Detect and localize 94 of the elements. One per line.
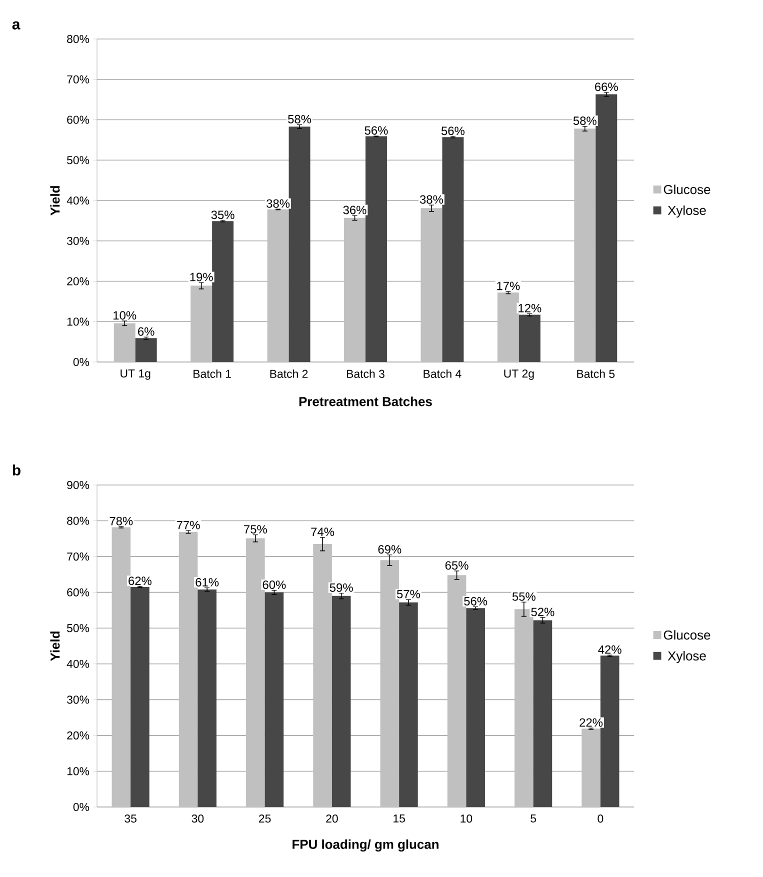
y-tick-label: 0% <box>73 802 90 812</box>
x-tick-label: 35 <box>124 814 136 823</box>
y-tick-label: 60% <box>67 588 90 596</box>
x-tick-label: Batch 2 <box>270 370 308 378</box>
y-tick-label: 80% <box>67 516 90 525</box>
data-label: 56% <box>464 596 488 606</box>
y-tick-label: 10% <box>67 318 90 326</box>
x-tick-label: Batch 1 <box>194 370 231 378</box>
bar <box>344 218 366 362</box>
data-label: 6% <box>138 327 154 336</box>
data-label: 69% <box>378 545 402 554</box>
data-label: 61% <box>196 578 219 586</box>
y-tick-label: 70% <box>67 75 90 84</box>
data-label: 65% <box>445 561 468 570</box>
x-tick-label: 5 <box>530 814 536 822</box>
data-label: 59% <box>330 583 353 592</box>
data-label: 75% <box>244 525 267 534</box>
data-label: 78% <box>110 516 133 526</box>
x-tick-label: UT 2g <box>504 370 534 380</box>
y-tick-label: 90% <box>67 480 90 490</box>
data-label: 56% <box>441 126 464 136</box>
y-tick-label: 30% <box>67 696 90 704</box>
bar <box>366 136 387 362</box>
bar <box>442 137 464 362</box>
data-label: 17% <box>497 282 520 290</box>
bar <box>420 208 442 362</box>
legend-label: Glucose <box>664 630 710 640</box>
data-label: 22% <box>580 718 603 727</box>
data-label: 42% <box>598 645 622 654</box>
x-tick-label: 0 <box>598 814 604 823</box>
x-tick-label: 20 <box>326 814 338 823</box>
bar <box>135 338 157 362</box>
x-tick-label: Batch 3 <box>347 370 384 378</box>
bar <box>313 544 332 807</box>
data-label: 62% <box>128 576 152 586</box>
x-tick-label: Batch 4 <box>424 370 462 378</box>
data-label: 12% <box>518 304 542 312</box>
data-label: 38% <box>266 199 290 208</box>
legend-label: Xylose <box>668 205 706 218</box>
y-tick-label: 0% <box>73 358 90 366</box>
bar <box>288 126 310 362</box>
bar <box>264 592 284 807</box>
y-tick-label: 20% <box>67 731 90 740</box>
data-label: 52% <box>531 608 554 616</box>
data-label: 19% <box>190 272 213 282</box>
bar <box>198 589 216 807</box>
bar <box>466 608 485 807</box>
x-tick-label: 25 <box>259 814 271 823</box>
bar <box>533 620 552 807</box>
data-label: 66% <box>595 82 618 92</box>
legend-label: Glucose <box>664 184 710 194</box>
y-axis-title: Yield <box>50 632 60 662</box>
y-tick-label: 50% <box>67 156 90 164</box>
bar <box>399 602 418 807</box>
data-label: 74% <box>311 528 334 536</box>
data-label: 60% <box>262 580 286 589</box>
data-label: 10% <box>114 311 136 320</box>
bar <box>596 94 618 362</box>
y-tick-label: 10% <box>67 767 90 776</box>
x-tick-label: 30 <box>192 814 204 823</box>
bar <box>497 292 519 362</box>
x-tick-label: 15 <box>394 814 405 822</box>
data-label: 38% <box>420 195 444 204</box>
data-label: 35% <box>211 210 234 220</box>
bar <box>212 221 234 362</box>
bar <box>267 209 289 362</box>
y-tick-label: 40% <box>66 196 90 205</box>
bar <box>190 286 212 362</box>
x-axis-title: FPU loading/ gm glucan <box>292 839 438 852</box>
bar <box>114 323 136 362</box>
chart-title: b <box>12 464 20 476</box>
chart-title: a <box>12 21 20 30</box>
y-tick-label: 40% <box>66 660 90 668</box>
y-axis-title: Yield <box>50 186 60 216</box>
data-label: 36% <box>343 206 366 214</box>
legend-label: Xylose <box>668 650 706 664</box>
x-tick-label: 10 <box>460 814 472 823</box>
data-label: 58% <box>288 114 312 124</box>
y-tick-label: 30% <box>67 236 90 245</box>
x-tick-label: UT 1g <box>120 370 150 380</box>
x-axis-title: Pretreatment Batches <box>299 396 432 406</box>
data-label: 58% <box>573 116 596 125</box>
y-tick-label: 50% <box>67 624 90 632</box>
y-tick-label: 80% <box>67 34 90 44</box>
y-tick-label: 70% <box>67 552 90 561</box>
data-label: 55% <box>512 592 536 601</box>
data-label: 56% <box>364 126 388 135</box>
y-tick-label: 60% <box>67 116 90 124</box>
data-label: 77% <box>176 520 200 530</box>
bar <box>574 128 596 362</box>
data-label: 57% <box>396 590 420 598</box>
bar <box>332 596 351 807</box>
x-tick-label: Batch 5 <box>577 370 615 378</box>
y-tick-label: 20% <box>67 277 90 286</box>
